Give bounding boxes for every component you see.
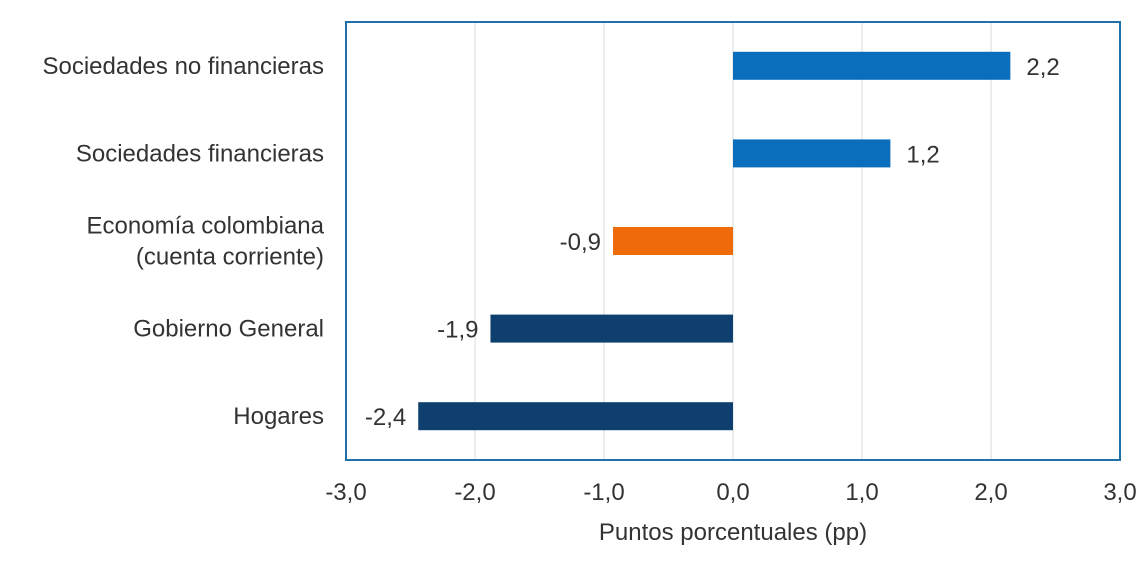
data-labels: 2,2 1,2 -0,9 -1,9 -2,4 <box>365 54 1060 431</box>
bar <box>418 402 733 431</box>
x-tick-label: -2,0 <box>454 479 495 506</box>
x-tick-label: -1,0 <box>583 479 624 506</box>
category-label: Sociedades no financieras <box>42 53 324 80</box>
data-label: -1,9 <box>437 317 478 344</box>
category-label-line: Economía colombiana <box>87 213 325 240</box>
bars <box>418 51 1011 431</box>
x-tick-label: 0,0 <box>716 479 749 506</box>
category-label-line: Sociedades no financieras <box>42 53 324 80</box>
x-tick-labels: -3,0 -2,0 -1,0 0,0 1,0 2,0 3,0 <box>325 479 1136 506</box>
category-label-line: Sociedades financieras <box>76 140 324 167</box>
category-label: Sociedades financieras <box>76 140 324 167</box>
category-labels: Sociedades no financieras Sociedades fina… <box>42 53 324 430</box>
data-label: 1,2 <box>906 141 939 168</box>
category-label-line: Hogares <box>233 403 324 430</box>
data-label: 2,2 <box>1026 54 1059 81</box>
bar <box>613 227 733 255</box>
x-tick-label: -3,0 <box>325 479 366 506</box>
data-label: -0,9 <box>560 229 601 256</box>
x-axis-title: Puntos porcentuales (pp) <box>599 519 867 546</box>
plot-frame <box>345 21 1121 461</box>
x-tick-label: 2,0 <box>974 479 1007 506</box>
bar <box>733 139 891 168</box>
category-label: Hogares <box>233 403 324 430</box>
category-label-line: (cuenta corriente) <box>136 244 324 271</box>
x-tick-label: 3,0 <box>1103 479 1136 506</box>
bar <box>733 51 1011 80</box>
category-label: Economía colombiana (cuenta corriente) <box>87 213 325 271</box>
category-label-line: Gobierno General <box>133 316 324 343</box>
bar <box>490 314 733 343</box>
category-label: Gobierno General <box>133 316 324 343</box>
data-label: -2,4 <box>365 404 406 431</box>
x-tick-label: 1,0 <box>845 479 878 506</box>
